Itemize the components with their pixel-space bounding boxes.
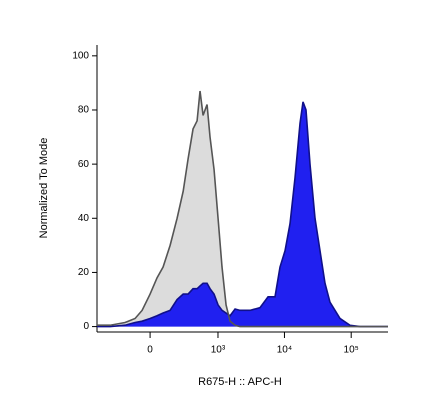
x-axis-title: R675-H :: APC-H xyxy=(198,376,282,388)
y-tick-label: 100 xyxy=(72,50,89,61)
histogram-outline xyxy=(97,90,388,328)
y-tick-label: 0 xyxy=(83,321,89,332)
y-tick-label: 80 xyxy=(78,105,90,116)
histogram-area xyxy=(97,91,388,327)
x-tick-label: 10³ xyxy=(211,345,226,356)
y-axis-title: Normalized To Mode xyxy=(38,138,50,239)
y-tick-label: 60 xyxy=(78,159,90,170)
y-tick-label: 40 xyxy=(78,213,90,224)
histogram-outline xyxy=(97,101,388,328)
histogram-area xyxy=(97,101,388,327)
x-tick-label: 0 xyxy=(147,345,153,356)
x-tick-label: 10⁴ xyxy=(277,345,292,356)
x-tick-label: 10⁵ xyxy=(344,345,359,356)
y-tick-label: 20 xyxy=(78,267,90,278)
